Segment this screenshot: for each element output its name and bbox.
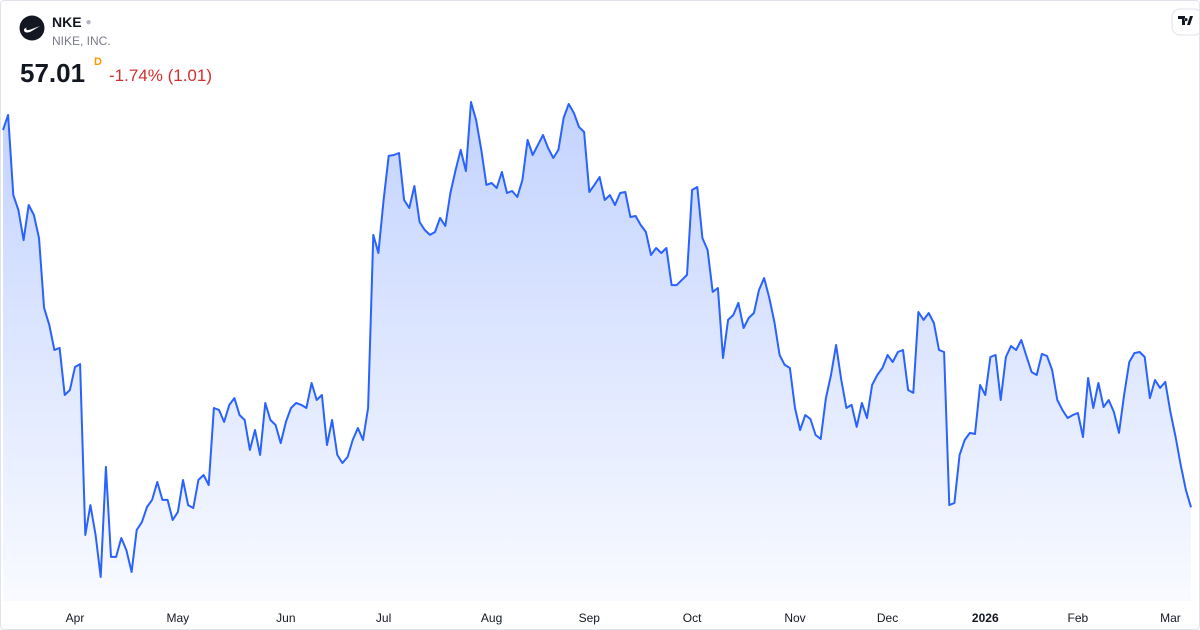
x-tick-label: Jul	[376, 611, 391, 625]
symbol-text: NKE	[52, 14, 82, 30]
price-line	[2, 101, 1192, 578]
x-tick-label: May	[167, 611, 190, 625]
x-tick-label: 2026	[972, 611, 999, 625]
tradingview-logo[interactable]	[1171, 8, 1199, 36]
x-tick-label: Feb	[1068, 611, 1089, 625]
logo	[19, 15, 45, 41]
symbol: NKE ●	[52, 14, 92, 30]
price-change: -1.74% (1.01)	[109, 66, 212, 85]
x-tick-label: Sep	[579, 611, 601, 625]
x-tick-label: Mar	[1160, 611, 1181, 625]
last-price: 57.01	[20, 58, 86, 88]
x-tick-label: Jun	[276, 611, 295, 625]
x-tick-label: Nov	[784, 611, 805, 625]
x-tick-label: Aug	[481, 611, 502, 625]
x-tick-label: Oct	[683, 611, 702, 625]
x-tick-label: Apr	[66, 611, 85, 625]
x-tick-label: Dec	[877, 611, 898, 625]
area-fill	[3, 102, 1191, 601]
company-name: NIKE, INC.	[52, 34, 111, 48]
interval: D	[94, 56, 102, 68]
